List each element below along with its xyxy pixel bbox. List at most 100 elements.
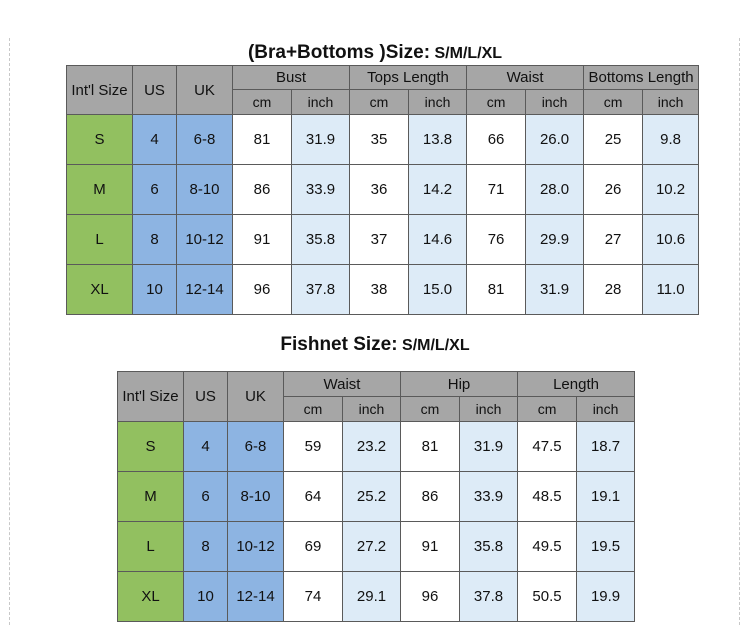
cell-inch: 33.9 — [459, 471, 519, 522]
header-unit-cm: cm — [583, 89, 644, 115]
fishnet-size-table: Int'l Size US UK Waist Hip Length cm inch cm inch… — [117, 371, 636, 622]
dashed-border-right — [739, 38, 740, 625]
header-intl-size: Int'l Size — [117, 371, 184, 422]
bra-bottoms-title-sizes: S/M/L/XL — [434, 45, 503, 62]
cell-cm: 69 — [283, 521, 343, 572]
cell-inch: 15.0 — [408, 264, 468, 315]
header-unit-inch: inch — [290, 89, 351, 115]
cell-cm: 37 — [349, 214, 410, 265]
header-us: US — [132, 65, 177, 115]
cell-inch: 13.8 — [408, 114, 468, 165]
cell-cm: 50.5 — [517, 571, 578, 622]
table-row: L 8 10-12 69 27.2 91 35.8 49.5 19.5 — [117, 521, 636, 572]
cell-inch: 25.2 — [341, 471, 402, 522]
header-unit-cm: cm — [232, 89, 292, 115]
cell-cm: 25 — [583, 114, 644, 165]
cell-cm: 74 — [283, 571, 343, 622]
cell-uk: 10-12 — [227, 521, 284, 572]
cell-inch: 9.8 — [642, 114, 700, 165]
header-group-waist: Waist — [466, 65, 585, 90]
header-unit-cm: cm — [466, 89, 527, 115]
cell-us: 6 — [132, 164, 177, 215]
cell-intl-size: L — [66, 214, 133, 265]
cell-cm: 27 — [583, 214, 644, 265]
cell-us: 6 — [183, 471, 228, 522]
header-unit-cm: cm — [349, 89, 410, 115]
cell-cm: 81 — [400, 421, 461, 472]
header-unit-cm: cm — [400, 396, 461, 422]
table-row: M 6 8-10 86 33.9 36 14.2 71 28.0 26 10.2 — [66, 164, 700, 215]
header-row-units: cm inch cm inch cm inch — [118, 396, 636, 422]
cell-cm: 59 — [283, 421, 343, 472]
cell-inch: 19.5 — [576, 521, 636, 572]
cell-cm: 81 — [232, 114, 292, 165]
fishnet-size-title: Fishnet Size: S/M/L/XL — [0, 334, 750, 356]
fishnet-title-sizes: S/M/L/XL — [402, 337, 470, 354]
cell-inch: 29.9 — [525, 214, 585, 265]
cell-cm: 86 — [400, 471, 461, 522]
cell-inch: 35.8 — [459, 521, 519, 572]
cell-inch: 29.1 — [341, 571, 402, 622]
header-row-groups: Int'l Size US UK Bust Tops Length Waist Bottom… — [66, 65, 700, 115]
header-group-bust: Bust — [231, 65, 351, 90]
header-uk: UK — [176, 65, 233, 115]
cell-us: 10 — [183, 571, 228, 622]
cell-inch: 18.7 — [576, 421, 636, 472]
header-unit-inch: inch — [341, 396, 402, 422]
cell-cm: 64 — [283, 471, 343, 522]
dashed-border-left — [9, 38, 10, 625]
cell-cm: 71 — [466, 164, 527, 215]
header-uk: UK — [227, 371, 284, 422]
header-unit-inch: inch — [525, 89, 585, 115]
header-unit-cm: cm — [517, 396, 578, 422]
cell-cm: 96 — [232, 264, 292, 315]
cell-inch: 31.9 — [525, 264, 585, 315]
header-group-hip: Hip — [400, 371, 519, 397]
bra-bottoms-title-text: (Bra+Bottoms )Size: — [247, 42, 431, 63]
header-unit-inch: inch — [459, 396, 519, 422]
table-row: M 6 8-10 64 25.2 86 33.9 48.5 19.1 — [117, 471, 636, 522]
cell-cm: 38 — [349, 264, 410, 315]
fishnet-title-text: Fishnet Size: — [280, 334, 398, 355]
cell-inch: 19.1 — [576, 471, 636, 522]
cell-cm: 49.5 — [517, 521, 578, 572]
cell-inch: 14.2 — [408, 164, 468, 215]
cell-inch: 10.6 — [642, 214, 700, 265]
bra-bottoms-table-body: Int'l Size US UK Bust Tops Length Waist Bottom… — [66, 65, 700, 315]
cell-inch: 37.8 — [459, 571, 519, 622]
bra-bottoms-size-title: (Bra+Bottoms )Size: S/M/L/XL — [0, 42, 750, 64]
cell-inch: 19.9 — [576, 571, 636, 622]
cell-inch: 33.9 — [290, 164, 351, 215]
cell-inch: 35.8 — [290, 214, 351, 265]
header-group-length: Length — [517, 371, 636, 397]
cell-inch: 28.0 — [525, 164, 585, 215]
table-row: XL 10 12-14 74 29.1 96 37.8 50.5 19.9 — [117, 571, 636, 622]
cell-inch: 26.0 — [525, 114, 585, 165]
bra-bottoms-size-table: Int'l Size US UK Bust Tops Length Waist Bottom… — [66, 65, 700, 315]
header-us: US — [183, 371, 228, 422]
cell-intl-size: XL — [117, 571, 184, 622]
header-unit-inch: inch — [408, 89, 468, 115]
fishnet-table-body: Int'l Size US UK Waist Hip Length cm inch cm inch… — [117, 371, 636, 622]
table-row: XL 10 12-14 96 37.8 38 15.0 81 31.9 28 11.0 — [66, 264, 700, 315]
cell-us: 10 — [132, 264, 177, 315]
cell-uk: 8-10 — [227, 471, 284, 522]
cell-inch: 11.0 — [642, 264, 700, 315]
cell-uk: 6-8 — [227, 421, 284, 472]
cell-cm: 91 — [232, 214, 292, 265]
cell-us: 8 — [132, 214, 177, 265]
cell-cm: 66 — [466, 114, 527, 165]
cell-inch: 37.8 — [290, 264, 351, 315]
header-row-groups: Int'l Size US UK Waist Hip Length — [117, 371, 636, 422]
cell-inch: 14.6 — [408, 214, 468, 265]
cell-us: 8 — [183, 521, 228, 572]
cell-intl-size: S — [66, 114, 133, 165]
cell-uk: 12-14 — [176, 264, 233, 315]
cell-cm: 36 — [349, 164, 410, 215]
cell-inch: 31.9 — [459, 421, 519, 472]
header-row-units: cm inch cm inch cm inch cm inch — [67, 89, 700, 115]
cell-uk: 10-12 — [176, 214, 233, 265]
cell-cm: 47.5 — [517, 421, 578, 472]
cell-cm: 26 — [583, 164, 644, 215]
table-row: S 4 6-8 81 31.9 35 13.8 66 26.0 25 9.8 — [66, 114, 700, 165]
